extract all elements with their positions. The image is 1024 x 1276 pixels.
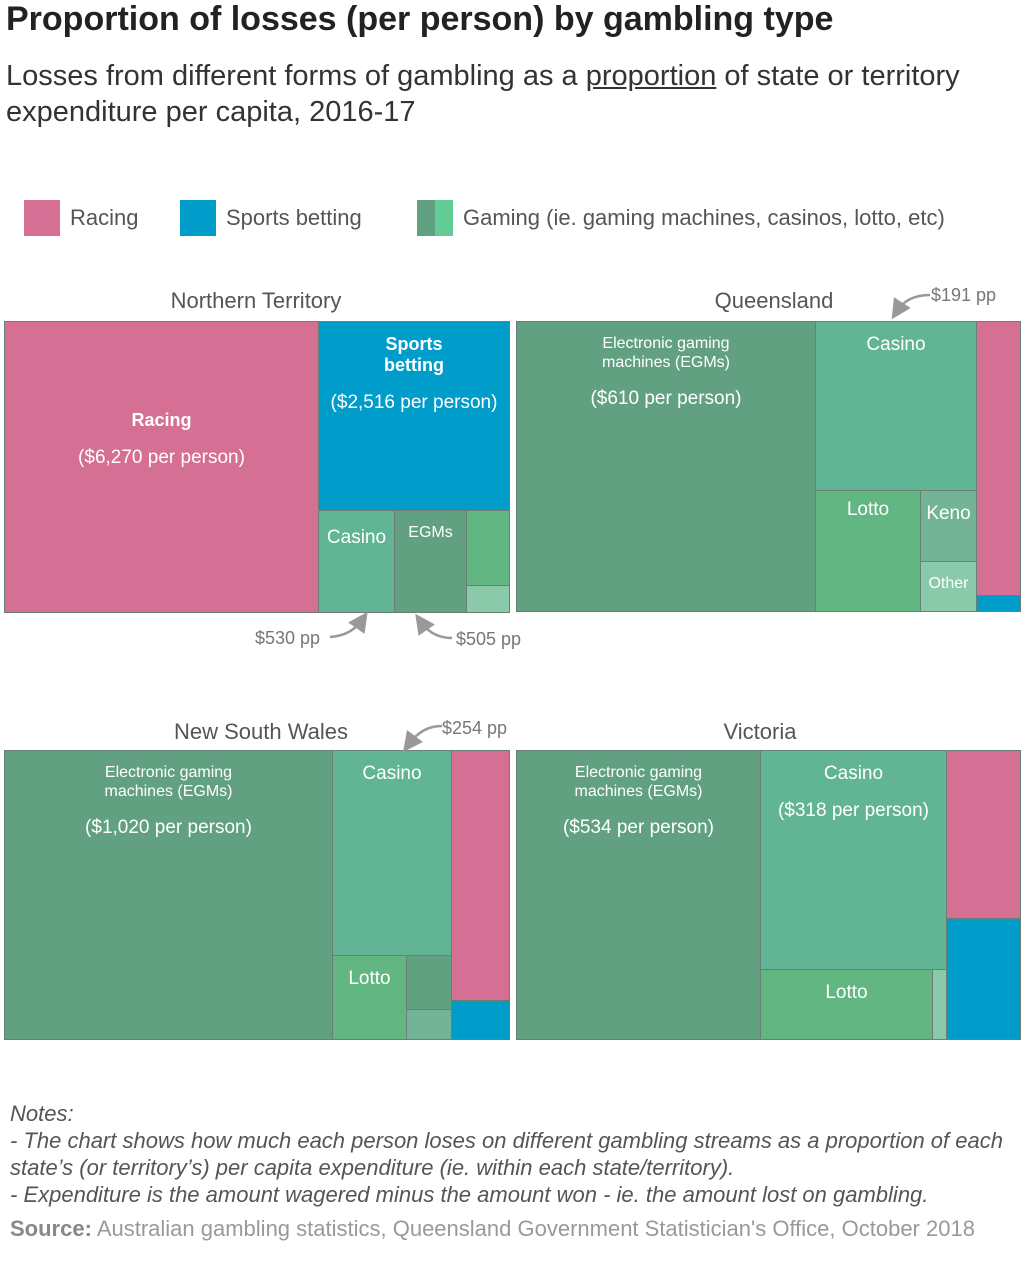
tile-casino: Casino ($318 per person) [760,750,947,970]
tile-lotto [466,510,510,586]
tile-label: Electronic gaming machines (EGMs) [601,335,731,371]
tile-other: Other [920,561,977,612]
legend-label: Sports betting [226,205,362,230]
panel-title: Northern Territory [170,288,342,313]
notes: Notes: - The chart shows how much each p… [10,1100,1015,1208]
arrow-qld-racing [891,293,931,320]
subtitle-text: Losses from different forms of gambling … [6,60,586,92]
legend-swatch-racing [24,200,60,236]
arrow-nt-casino [329,611,368,639]
tile-casino: Casino [332,750,452,956]
tile-label: Racing [131,410,192,430]
note-line: - Expenditure is the amount wagered minu… [10,1182,929,1207]
tile-value: ($318 per person) [777,800,930,821]
panel-title: New South Wales [173,719,349,744]
source-text: Australian gambling statistics, Queensla… [91,1216,975,1241]
tile-label: Casino [362,763,422,784]
tile-lotto: Lotto [332,955,407,1040]
tile-value: ($2,516 per person) [330,392,498,413]
source-label: Source: [10,1216,92,1241]
tile-label: Electronic gaming machines (EGMs) [104,764,233,800]
annotation-label: $191 pp [931,285,997,305]
tile-value: ($1,020 per person) [85,817,252,838]
tile-value: ($6,270 per person) [78,447,245,468]
tile-label: Casino [823,763,884,784]
tile-sports [946,918,1021,1040]
panel-title: Queensland [714,288,834,313]
panel-title: Victoria [723,719,797,744]
tile-label: EGMs [408,524,453,541]
tile-sports [976,595,1021,612]
tile-sports [451,1000,510,1040]
proportion-link[interactable]: proportion [585,60,717,92]
arrow-nt-egms [415,613,453,640]
tile-lotto: Lotto [760,969,933,1040]
legend-item-racing: Racing [24,200,138,236]
legend-swatch-gaming [417,200,453,236]
tile-label: Casino [326,527,387,548]
tile-casino: Casino [815,321,977,491]
subtitle-text: of state or territory expenditure per ca… [6,60,960,128]
tile-egms: Electronic gaming machines (EGMs) ($1,020… [4,750,333,1040]
tile-racing [451,750,510,1001]
tile-egms: EGMs [394,510,467,613]
tile-label: Other [928,575,969,592]
arrow-nsw-racing [402,724,443,752]
tile-racing [946,750,1021,919]
tile-value: ($534 per person) [562,817,715,838]
tile-casino: Casino [318,510,395,613]
legend-item-sports: Sports betting [180,200,362,236]
notes-heading: Notes: [10,1101,74,1126]
chart-title: Proportion of losses (per person) by gam… [6,0,834,38]
tile-lotto: Lotto [815,490,921,612]
legend-label: Gaming (ie. gaming machines, casinos, lo… [463,205,945,230]
tile-label: Lotto [825,982,868,1003]
tile-egms: Electronic gaming machines (EGMs) ($534 p… [516,750,761,1040]
tile-value: ($610 per person) [590,388,742,409]
tile-racing: Racing ($6,270 per person) [4,321,319,613]
annotation-label: $254 pp [442,718,508,738]
tile-other [466,585,510,613]
tile-label: Lotto [846,499,890,520]
note-line: - The chart shows how much each person l… [10,1128,1003,1180]
source: Source: Australian gambling statistics, … [10,1216,1015,1242]
tile-racing [976,321,1021,596]
tile-keno [406,1009,452,1040]
legend-label: Racing [70,205,139,230]
footer: Notes: - The chart shows how much each p… [10,1100,1015,1242]
legend-item-gaming: Gaming (ie. gaming machines, casinos, lo… [417,200,945,236]
tile-label: Keno [926,503,971,524]
tile-keno: Keno [920,490,977,562]
chart-subtitle: Losses from different forms of gambling … [6,58,1006,130]
legend-swatch-sports [180,200,216,236]
annotation-label: $505 pp [456,629,522,649]
tile-label: Sports betting [384,334,444,375]
tile-sports: Sports betting ($2,516 per person) [318,321,510,511]
tile-label: Casino [866,334,926,355]
tile-label: Electronic gaming machines (EGMs) [574,764,703,800]
tile-label: Lotto [348,968,391,989]
annotation-label: $530 pp [255,628,321,648]
tile-egms [406,955,452,1010]
annotation-arrows [329,293,931,752]
